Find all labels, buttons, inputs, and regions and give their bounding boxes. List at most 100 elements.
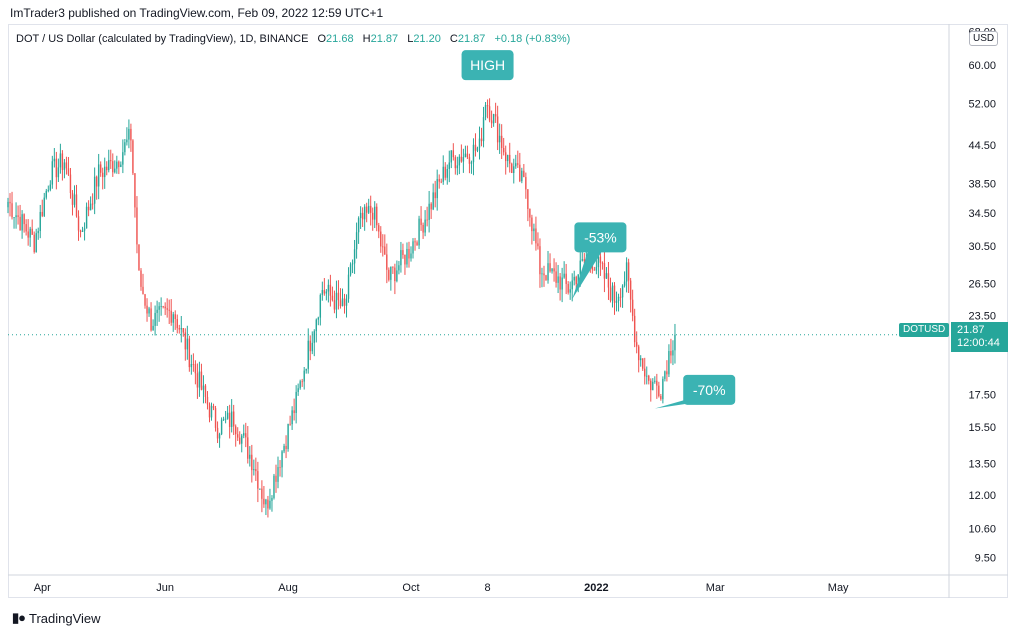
candle	[474, 133, 477, 157]
candle	[267, 495, 269, 518]
candle	[414, 237, 416, 251]
candle	[263, 485, 265, 508]
candle	[537, 232, 539, 250]
candle	[551, 268, 553, 274]
candle	[410, 246, 412, 262]
candle	[91, 193, 94, 210]
callout-pointer	[572, 243, 605, 300]
candle	[116, 155, 118, 174]
candle	[249, 446, 251, 467]
candle	[79, 229, 82, 238]
tradingview-logo[interactable]: ▮● TradingView	[12, 610, 101, 626]
price-tick-label: 9.50	[975, 553, 996, 565]
candle	[571, 273, 573, 302]
annotation-callout[interactable]: HIGH	[461, 50, 514, 81]
candle	[406, 242, 408, 268]
candle	[192, 353, 195, 372]
candle	[156, 300, 158, 326]
candle	[456, 156, 459, 176]
annotation-callout[interactable]: -70%	[654, 374, 736, 409]
candle	[214, 405, 217, 432]
candle	[363, 204, 366, 231]
candle	[482, 106, 485, 148]
candle	[367, 198, 370, 215]
candle	[615, 291, 618, 312]
time-tick-label: Apr	[34, 582, 51, 594]
price-tick-label: 15.50	[968, 422, 996, 434]
candle	[337, 280, 340, 310]
candle	[658, 381, 660, 398]
candle	[343, 293, 346, 314]
candle	[220, 417, 223, 436]
candle	[559, 273, 561, 301]
candle	[523, 164, 525, 178]
candle	[396, 260, 398, 283]
candle	[69, 167, 72, 199]
candle	[573, 270, 575, 286]
candle	[549, 253, 551, 273]
candle	[652, 378, 654, 391]
candle	[17, 205, 19, 225]
price-tick-label: 13.50	[968, 459, 996, 471]
candle	[178, 324, 180, 334]
candle	[519, 152, 521, 183]
candle	[136, 196, 138, 254]
candle	[357, 216, 360, 244]
candle	[631, 289, 634, 322]
candle	[291, 406, 293, 430]
callout-text: HIGH	[470, 57, 505, 73]
candle	[492, 113, 495, 127]
candle	[182, 328, 185, 337]
price-chart[interactable]: 68.0060.0052.0044.5038.5034.5030.5026.50…	[0, 0, 1024, 600]
candle	[245, 422, 247, 448]
candle	[507, 154, 509, 168]
time-tick-label: Jun	[156, 582, 174, 594]
callout-box	[683, 374, 736, 405]
candle	[593, 266, 596, 271]
candle	[146, 298, 148, 322]
candle	[525, 172, 527, 199]
candle	[440, 178, 442, 184]
candle	[65, 156, 68, 175]
candle	[196, 363, 199, 399]
candle	[329, 274, 332, 307]
candle	[41, 199, 43, 218]
candle	[154, 305, 156, 336]
candle	[83, 222, 86, 241]
candle	[521, 167, 523, 184]
candle	[138, 244, 140, 271]
candle	[563, 261, 565, 279]
chart-frame	[8, 24, 1008, 598]
price-tick-label: 10.60	[968, 523, 996, 535]
callout-text: -53%	[584, 229, 617, 245]
candle	[331, 286, 334, 302]
candle	[394, 263, 396, 295]
candle	[327, 279, 330, 303]
annotation-callout[interactable]: -53%	[572, 222, 627, 300]
candle	[361, 207, 364, 228]
candle	[162, 305, 164, 309]
candle	[49, 180, 52, 192]
candle	[35, 228, 37, 253]
candle	[85, 202, 88, 229]
candle	[547, 250, 549, 284]
candle	[51, 155, 54, 189]
candle	[190, 354, 193, 375]
candle	[243, 424, 245, 439]
candle	[194, 360, 197, 385]
candle	[71, 190, 74, 216]
candle	[158, 302, 160, 322]
candle	[29, 226, 31, 247]
candle	[605, 267, 608, 279]
candle	[55, 151, 58, 190]
time-tick-label: Aug	[278, 582, 298, 594]
candle	[160, 297, 162, 316]
candle	[420, 206, 422, 231]
candle	[424, 210, 426, 237]
candle	[61, 150, 64, 181]
candle	[434, 180, 436, 208]
candle	[627, 258, 630, 293]
last-price-tag: 21.87 12:00:44	[951, 322, 1008, 352]
candle	[468, 153, 471, 174]
currency-badge[interactable]: USD	[969, 31, 999, 46]
